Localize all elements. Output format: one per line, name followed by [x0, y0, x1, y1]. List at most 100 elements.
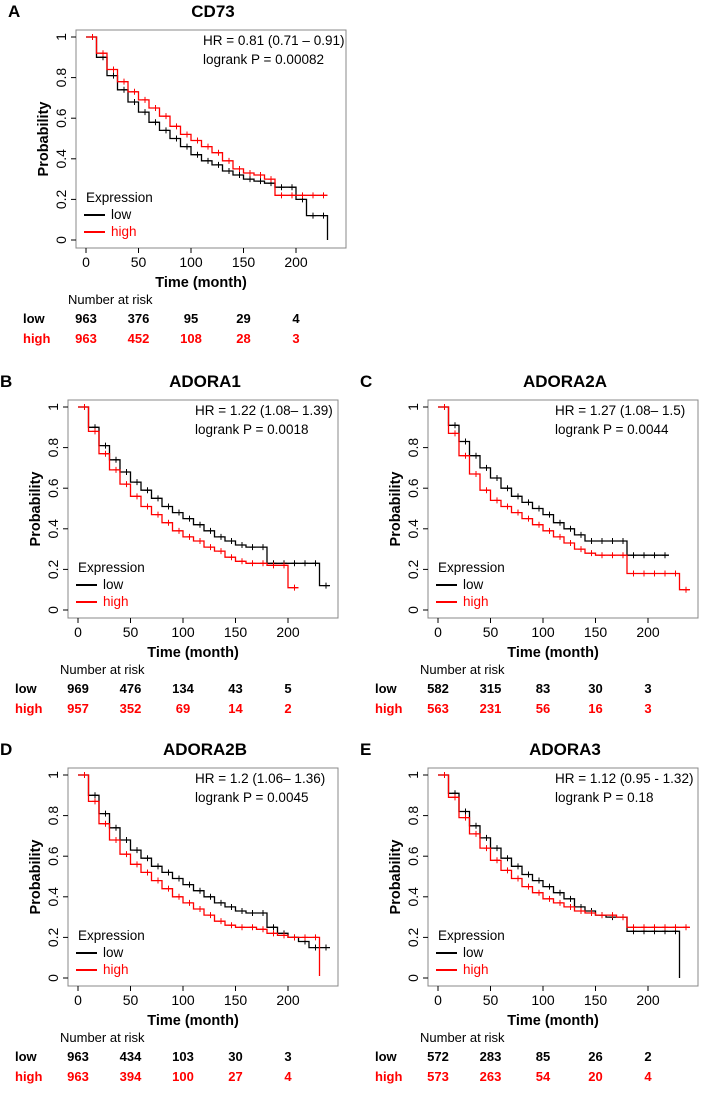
plot-frame: [67, 767, 339, 987]
y-tick-label: 0.4: [45, 887, 61, 907]
censor-mark-high: [102, 450, 109, 457]
censor-mark-low: [176, 875, 182, 882]
censor-mark-high: [102, 820, 109, 827]
chart-title: ADORA1: [169, 372, 241, 391]
censor-mark-high: [620, 552, 626, 559]
y-tick-label: 0: [405, 974, 421, 982]
panel-letter: B: [0, 372, 13, 391]
censor-mark-high: [270, 930, 277, 937]
legend-label-low: low: [103, 577, 124, 592]
censor-mark-low: [260, 910, 266, 917]
km-panel-E: E ADORA3 0 0.2 0.4 0.6 0.8 1 0 50 100 150 200 Probabi…: [360, 738, 702, 1108]
censor-mark-high: [557, 899, 563, 906]
legend-title: Expression: [438, 928, 505, 943]
censor-mark-high: [515, 875, 521, 882]
censor-mark-low: [239, 908, 245, 915]
censor-mark-high: [578, 546, 584, 553]
risk-row-low: low 963 434 103 30 3: [0, 1049, 345, 1067]
legend-title: Expression: [78, 928, 145, 943]
y-tick-label: 0.6: [45, 846, 61, 866]
censor-mark-low: [123, 836, 130, 843]
y-axis-label: Probability: [28, 840, 44, 915]
censor-mark-low: [123, 468, 130, 475]
legend-label-low: low: [111, 207, 132, 222]
censor-mark-high: [134, 861, 140, 868]
plot-frame: [75, 29, 347, 249]
censor-mark-low: [278, 184, 285, 191]
censor-mark-low: [165, 869, 172, 876]
censor-mark-high: [651, 924, 658, 931]
censor-mark-low: [113, 824, 119, 831]
x-tick-label: 200: [636, 624, 660, 640]
risk-cell: 963: [67, 1049, 89, 1064]
censor-mark-low: [289, 184, 295, 191]
censor-mark-low: [651, 552, 658, 559]
censor-mark-low: [184, 143, 190, 150]
censor-mark-low: [144, 487, 151, 494]
censor-mark-high: [567, 903, 574, 910]
censor-mark-high: [92, 428, 98, 435]
censor-mark-low: [536, 877, 542, 884]
censor-mark-low: [142, 109, 148, 116]
risk-row-high: high 957 352 69 14 2: [0, 701, 345, 719]
censor-mark-high: [662, 924, 668, 931]
risk-row-label: low: [15, 681, 37, 696]
censor-mark-high: [113, 466, 119, 473]
censor-mark-low: [494, 475, 500, 482]
censor-mark-high: [494, 857, 500, 864]
censor-mark-high: [249, 560, 256, 567]
risk-cell: 434: [119, 1049, 142, 1064]
risk-cell: 4: [292, 311, 300, 326]
risk-cell: 108: [180, 331, 202, 346]
logrank-p: logrank P = 0.0045: [195, 790, 309, 805]
censor-mark-low: [215, 161, 222, 168]
legend-label-high: high: [111, 224, 137, 239]
censor-mark-high: [662, 570, 668, 577]
censor-mark-high: [546, 527, 553, 534]
censor-mark-high: [441, 404, 448, 410]
risk-cell: 957: [67, 701, 89, 716]
censor-mark-low: [134, 847, 140, 854]
censor-mark-low: [546, 883, 553, 890]
y-tick-label: 0.8: [53, 68, 69, 88]
censor-mark-low: [312, 560, 319, 567]
y-tick-label: 1: [405, 403, 421, 411]
censor-mark-low: [249, 544, 256, 551]
risk-cell: 26: [588, 1049, 603, 1064]
censor-mark-high: [483, 845, 490, 852]
risk-cell: 30: [588, 681, 603, 696]
censor-mark-low: [557, 519, 563, 526]
x-tick-label: 0: [434, 992, 442, 1008]
risk-cell: 20: [588, 1069, 603, 1084]
censor-mark-low: [557, 889, 563, 896]
x-tick-label: 0: [74, 992, 82, 1008]
censor-mark-low: [92, 792, 98, 799]
risk-table-title: Number at risk: [60, 1030, 145, 1045]
censor-mark-low: [239, 542, 245, 549]
censor-mark-high: [100, 50, 106, 57]
censor-mark-low: [113, 456, 119, 463]
risk-cell: 3: [644, 681, 652, 696]
risk-cell: 452: [127, 331, 150, 346]
censor-mark-low: [525, 499, 532, 506]
censor-mark-low: [473, 452, 479, 459]
legend-label-low: low: [103, 945, 124, 960]
censor-mark-high: [207, 544, 214, 551]
risk-cell: 14: [228, 701, 243, 716]
censor-mark-high: [218, 548, 224, 555]
risk-row-low: low 572 283 85 26 2: [360, 1049, 702, 1067]
censor-mark-high: [176, 893, 182, 900]
x-tick-label: 50: [131, 254, 147, 270]
y-tick-label: 0.2: [405, 559, 421, 579]
censor-mark-low: [310, 212, 316, 219]
y-tick-label: 1: [45, 403, 61, 411]
plot-frame: [427, 767, 699, 987]
risk-cell: 83: [535, 681, 551, 696]
censor-mark-high: [194, 137, 201, 144]
censor-mark-high: [651, 570, 658, 577]
censor-mark-high: [494, 497, 500, 504]
hazard-ratio: HR = 1.12 (0.95 - 1.32): [555, 771, 694, 786]
risk-cell: 2: [644, 1049, 652, 1064]
y-tick-label: 1: [53, 33, 69, 41]
plot-area: 0 0.2 0.4 0.6 0.8 1 0 50 100 150 200 Probability Tim…: [388, 767, 699, 1029]
